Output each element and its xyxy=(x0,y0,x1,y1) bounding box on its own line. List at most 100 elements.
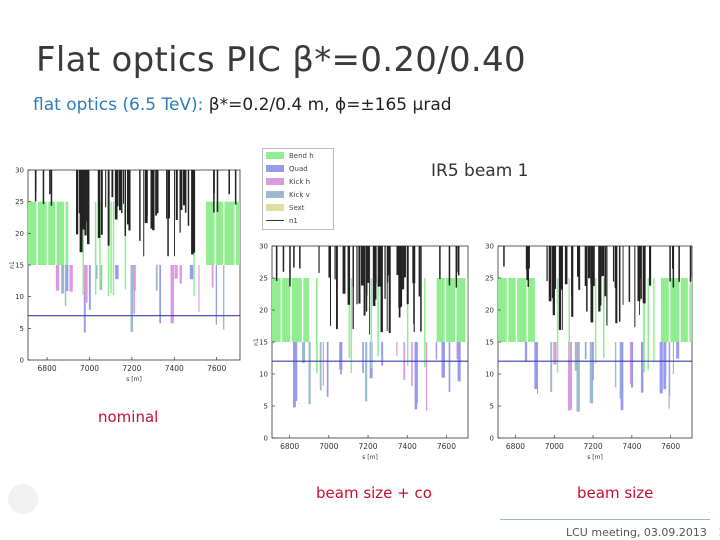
n1-spike xyxy=(167,170,170,219)
n1-spike xyxy=(527,246,530,287)
x-axis-label: s [m] xyxy=(362,454,378,461)
magnet-element xyxy=(672,342,675,374)
legend-label: Bend h xyxy=(289,151,314,160)
n1-spike xyxy=(78,170,80,214)
magnet-element xyxy=(319,342,322,391)
n1-spike xyxy=(418,246,421,297)
legend-entry: Quad xyxy=(263,162,333,175)
magnet-element xyxy=(396,342,398,356)
n1-spike xyxy=(561,246,563,286)
n1-spike xyxy=(228,170,230,195)
n1-spike xyxy=(448,246,451,286)
bend-element xyxy=(303,278,310,342)
bend-element xyxy=(224,201,235,265)
n1-spike xyxy=(601,246,605,277)
magnet-element xyxy=(524,342,528,362)
n1-spike xyxy=(526,246,528,281)
magnet-element xyxy=(534,342,538,389)
legend-entry: Kick v xyxy=(263,188,333,201)
x-tick-label: 7200 xyxy=(584,442,603,451)
n1-spike xyxy=(334,246,336,280)
n1-spike xyxy=(648,246,652,286)
magnet-element xyxy=(448,342,451,393)
n1-spike xyxy=(637,246,640,302)
magnet-element xyxy=(61,265,65,294)
n1-spike xyxy=(119,170,122,211)
page-number: 26 xyxy=(719,526,720,539)
magnet-element xyxy=(55,265,60,291)
magnet-element xyxy=(211,265,214,288)
n1-spike xyxy=(384,246,386,299)
n1-spike xyxy=(455,246,458,288)
magnet-element xyxy=(365,342,368,402)
n1-spike xyxy=(187,170,190,226)
n1-spike xyxy=(76,170,79,235)
bend-element xyxy=(28,201,37,265)
bend-element xyxy=(216,201,224,265)
magnet-element xyxy=(322,342,324,386)
magnet-element xyxy=(340,342,342,375)
legend-label: Kick v xyxy=(289,190,310,199)
n1-spike xyxy=(584,246,588,287)
n1-spike xyxy=(406,246,409,305)
bend-element xyxy=(48,201,56,265)
y-tick-label: 15 xyxy=(259,339,268,347)
magnet-element xyxy=(130,265,134,332)
slide-title: Flat optics PIC β*=0.20/0.40 xyxy=(36,40,526,80)
n1-spike xyxy=(642,246,646,303)
n1-spike xyxy=(166,170,168,219)
n1-spike xyxy=(571,246,574,317)
aperture-plot-beam-size-co: 0 5 10 15 20 25 30 6800 7000 7200 7400 7600 s [m] n1 xyxy=(252,236,472,468)
bend-element xyxy=(680,278,689,342)
n1-spike xyxy=(192,170,196,253)
footer: LCU meeting, 03.09.2013 26 xyxy=(566,526,720,539)
n1-spike xyxy=(174,170,176,257)
magnet-element xyxy=(308,342,311,405)
caption-beam-size-co: beam size + co xyxy=(316,484,432,502)
bend-element xyxy=(466,278,468,342)
y-tick-label: 20 xyxy=(15,230,24,238)
n1-spike xyxy=(678,246,680,282)
bend-element xyxy=(456,278,466,342)
x-axis-label: s [m] xyxy=(587,454,603,461)
n1-spike xyxy=(330,246,331,326)
n1-spike xyxy=(386,246,388,331)
magnet-element xyxy=(414,342,418,410)
n1-spike xyxy=(79,170,83,253)
n1-spike xyxy=(155,170,158,216)
magnet-element xyxy=(614,342,617,388)
magnet-element xyxy=(215,265,217,325)
n1-spike xyxy=(552,246,555,316)
bend-element xyxy=(436,278,446,342)
n1-spike xyxy=(586,246,588,312)
magnet-element xyxy=(362,342,364,374)
n1-spike xyxy=(84,170,87,236)
magnet-element xyxy=(537,342,539,394)
n1-spike xyxy=(361,246,364,286)
x-tick-label: 7000 xyxy=(80,364,99,373)
bend-element xyxy=(670,278,680,342)
y-tick-label: 5 xyxy=(490,403,494,411)
magnet-element xyxy=(189,265,194,280)
magnet-element xyxy=(96,265,98,280)
n1-spike xyxy=(548,246,552,302)
legend-entry: n1 xyxy=(263,214,333,227)
n1-spike xyxy=(622,246,624,305)
magnet-element xyxy=(82,265,86,292)
y-tick-label: 5 xyxy=(264,403,268,411)
footer-divider xyxy=(500,519,710,520)
n1-spike xyxy=(328,246,331,278)
legend-swatch xyxy=(266,178,284,185)
y-axis-label: n1 xyxy=(253,338,260,346)
n1-spike xyxy=(564,246,568,285)
y-axis-label: n1 xyxy=(9,261,16,269)
bend-element xyxy=(508,278,517,342)
y-tick-label: 0 xyxy=(490,435,494,443)
n1-spike xyxy=(598,246,601,303)
bend-element xyxy=(446,278,456,342)
magnet-element xyxy=(88,265,91,310)
n1-spike xyxy=(553,246,557,289)
y-tick-label: 5 xyxy=(20,325,24,333)
bend-element xyxy=(282,278,291,342)
n1-spike xyxy=(398,246,401,318)
